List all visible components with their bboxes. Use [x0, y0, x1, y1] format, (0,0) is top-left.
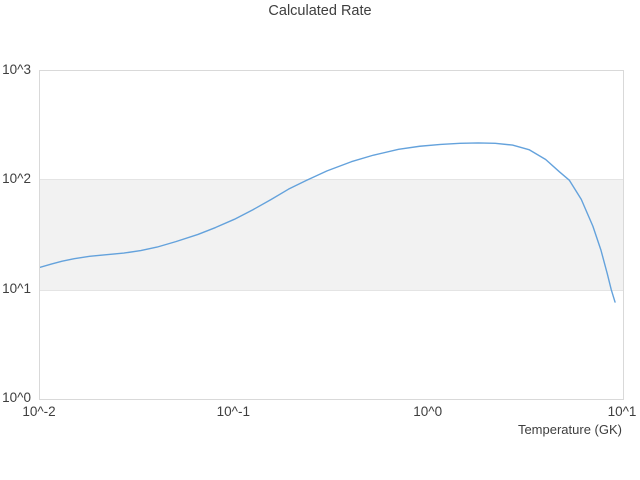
- y-tick-label: 10^3: [2, 62, 31, 77]
- plot-area: [39, 70, 624, 400]
- y-tick-label: 10^1: [2, 280, 31, 296]
- chart-title: Calculated Rate: [268, 3, 372, 19]
- highlight-band: [40, 179, 623, 291]
- x-axis-title: Temperature (GK): [517, 422, 622, 437]
- x-tick-label: 10^-1: [216, 404, 251, 419]
- x-tick-label: 10^0: [413, 404, 443, 419]
- x-tick-label: 10^-2: [22, 404, 56, 419]
- y-tick-label: 10^2: [2, 171, 31, 187]
- x-tick-label: 10^1: [607, 404, 637, 419]
- rate-line-series: [40, 142, 616, 303]
- y-tick-label: 10^0: [2, 390, 31, 405]
